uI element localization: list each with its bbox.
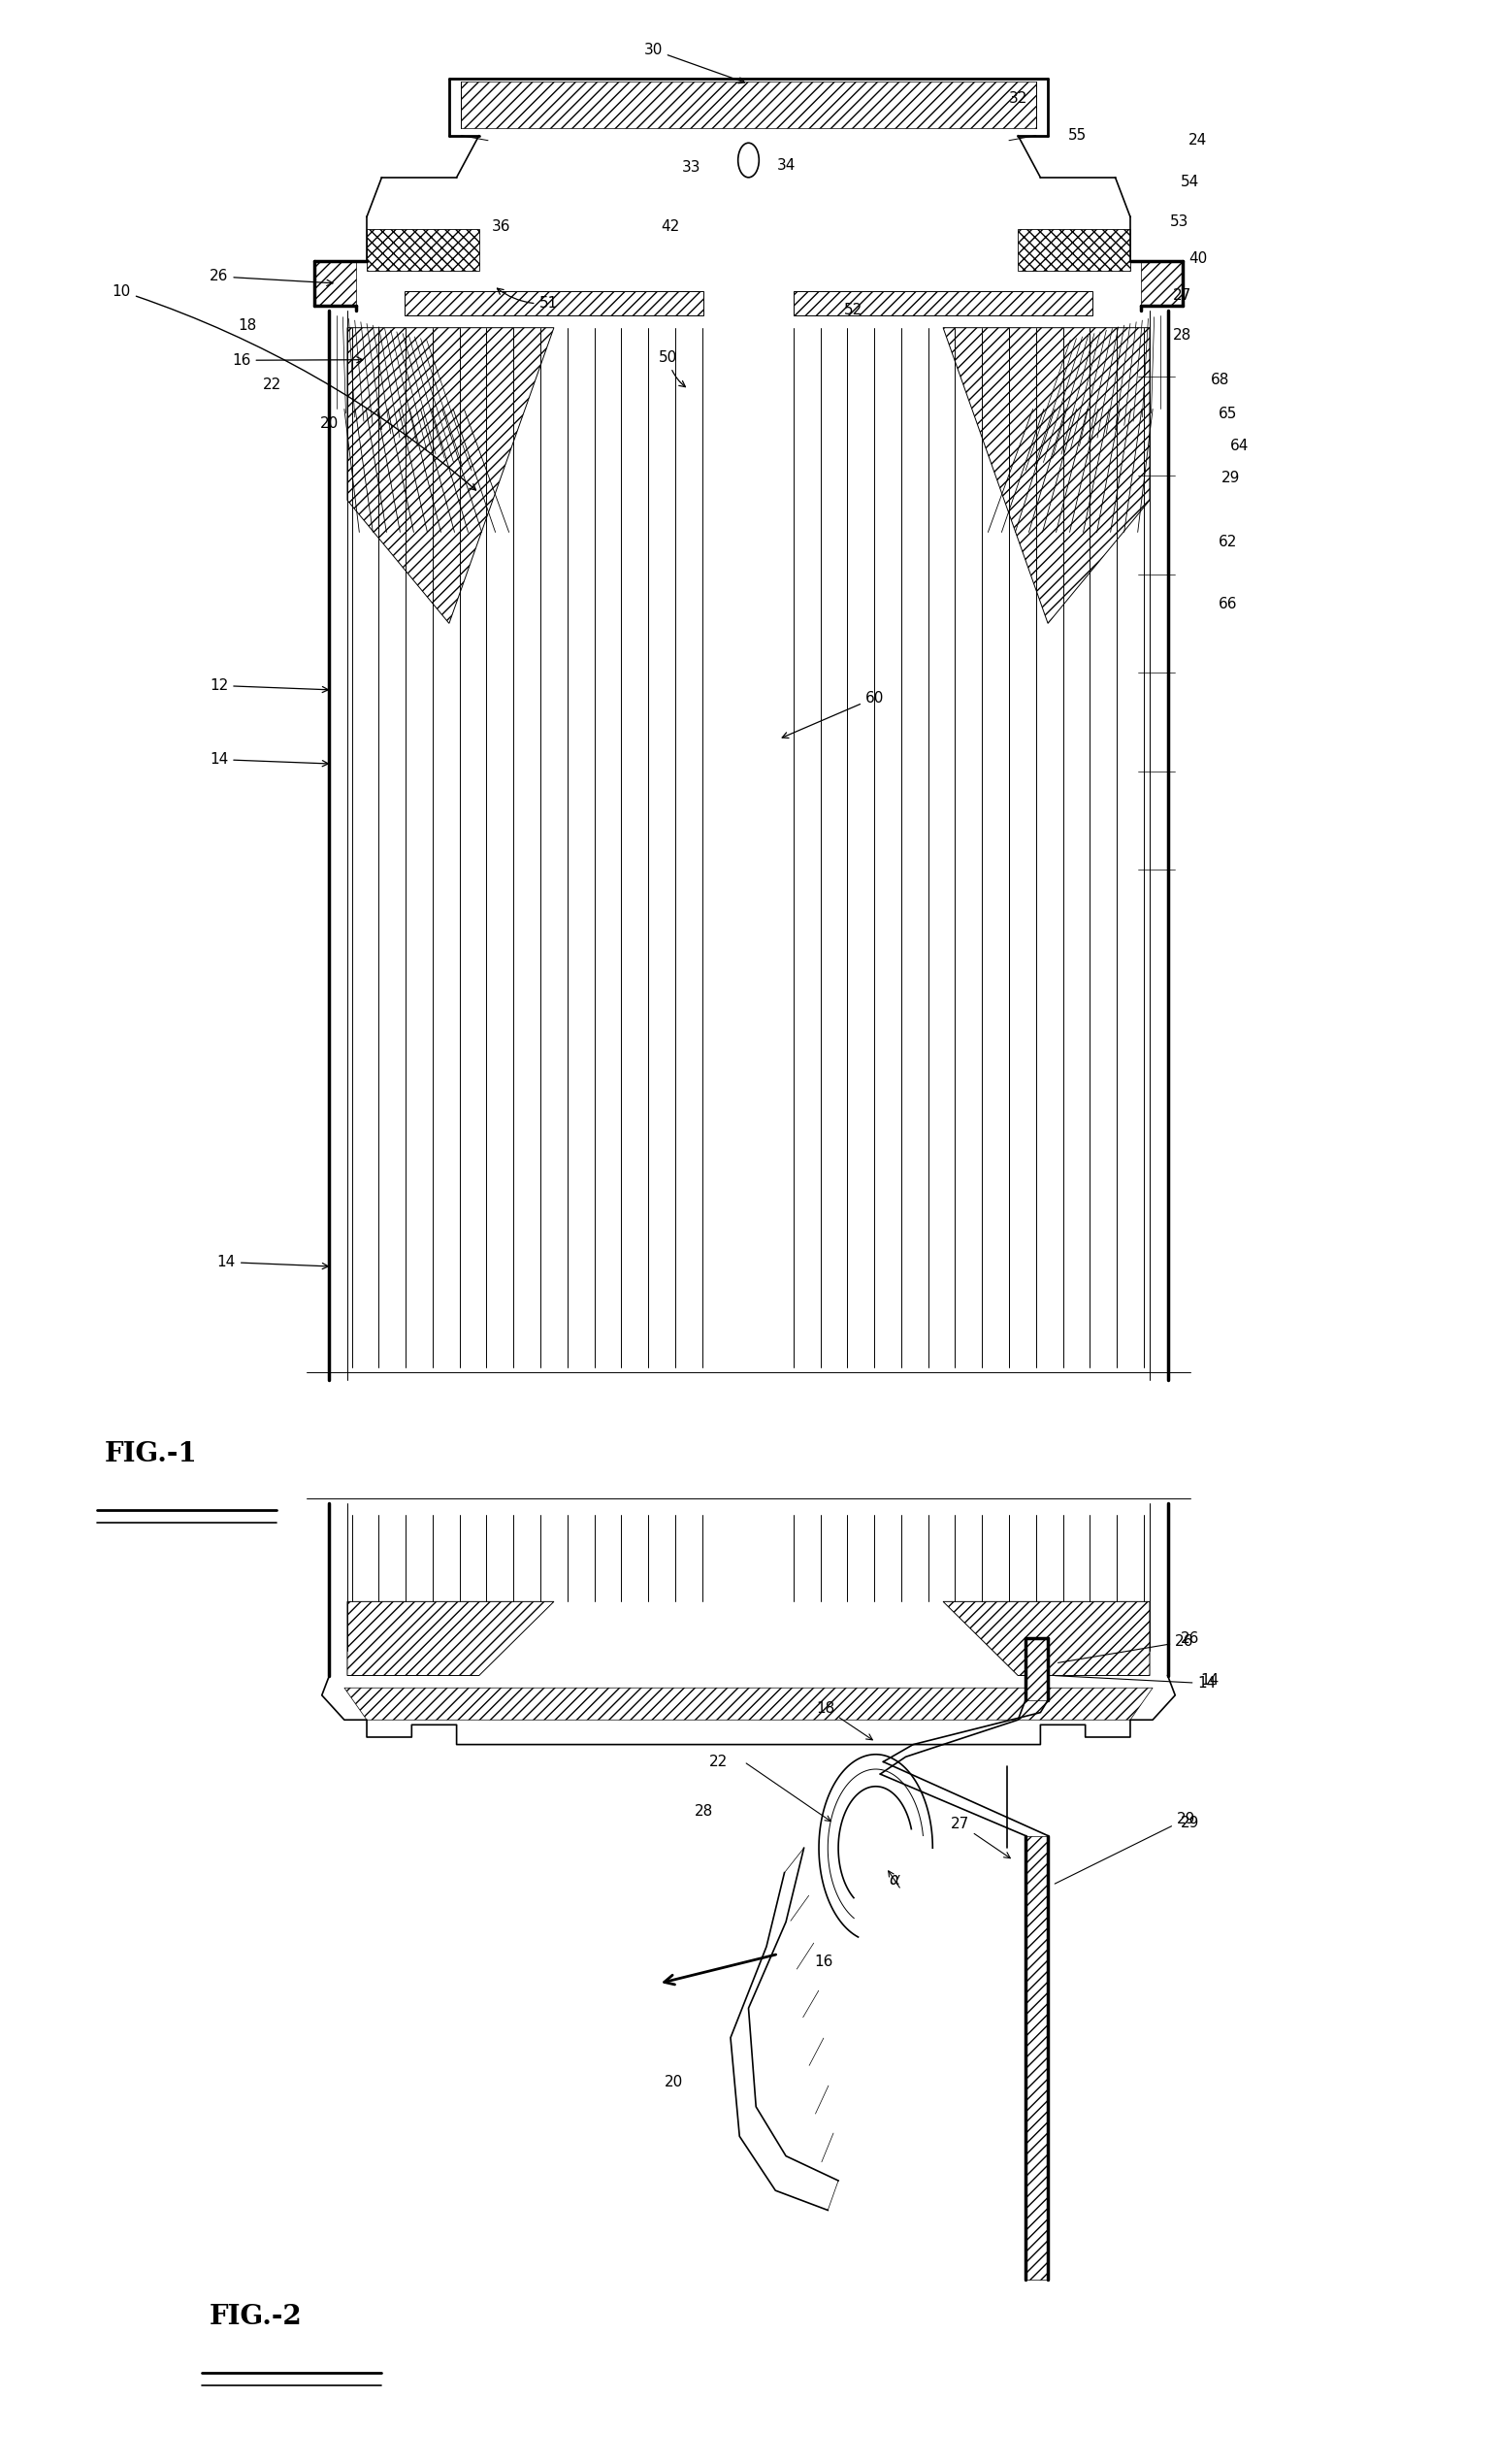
Bar [1018, 229, 1130, 271]
Text: 40: 40 [1189, 251, 1207, 266]
Bar [793, 291, 1093, 315]
Text: 22: 22 [710, 1754, 728, 1769]
Text: 32: 32 [1009, 91, 1027, 106]
Text: 29: 29 [1055, 1811, 1196, 1885]
Text: 12: 12 [210, 678, 328, 692]
Text: 29: 29 [1181, 1816, 1199, 1831]
Polygon shape [943, 328, 1150, 623]
Text: 53: 53 [1171, 214, 1189, 229]
Text: 14: 14 [1055, 1676, 1216, 1690]
Bar [1141, 261, 1183, 306]
Bar [367, 229, 479, 271]
Text: FIG.-2: FIG.-2 [210, 2304, 302, 2331]
Text: 16: 16 [814, 1954, 832, 1969]
Polygon shape [347, 328, 554, 623]
Text: 50: 50 [659, 350, 686, 387]
Polygon shape [943, 1602, 1150, 1676]
Text: 14: 14 [217, 1254, 328, 1269]
Text: 14: 14 [210, 752, 328, 766]
Text: 33: 33 [683, 160, 701, 175]
Text: 20: 20 [665, 2075, 683, 2089]
Bar [461, 81, 1036, 128]
Text: 18: 18 [238, 318, 256, 333]
Text: 51: 51 [497, 288, 557, 310]
Text: 18: 18 [816, 1700, 873, 1740]
Text: 55: 55 [1069, 128, 1087, 143]
Text: 26: 26 [210, 269, 332, 286]
Text: 30: 30 [644, 42, 744, 84]
Text: 22: 22 [263, 377, 281, 392]
Text: 29: 29 [1222, 471, 1240, 485]
Text: 68: 68 [1211, 372, 1229, 387]
Text: 54: 54 [1181, 175, 1199, 190]
Text: 14: 14 [1201, 1673, 1219, 1688]
Text: 34: 34 [777, 158, 795, 172]
Text: 66: 66 [1219, 596, 1237, 611]
Text: 64: 64 [1231, 439, 1248, 453]
Text: 42: 42 [662, 219, 680, 234]
Text: 28: 28 [1174, 328, 1192, 342]
Text: 65: 65 [1219, 407, 1237, 421]
Text: 28: 28 [695, 1804, 713, 1818]
Text: 26: 26 [1058, 1634, 1195, 1663]
Bar [1025, 1639, 1048, 1700]
Text: 24: 24 [1189, 133, 1207, 148]
Text: 27: 27 [951, 1816, 1010, 1858]
Bar [1025, 1836, 1048, 2279]
Text: 27: 27 [1174, 288, 1192, 303]
Text: 26: 26 [1181, 1631, 1199, 1646]
Text: 60: 60 [781, 690, 885, 739]
Text: 10: 10 [112, 283, 476, 490]
Text: 52: 52 [844, 303, 862, 318]
Bar [404, 291, 704, 315]
Bar [314, 261, 356, 306]
Polygon shape [347, 1602, 554, 1676]
Text: 62: 62 [1219, 535, 1237, 549]
Text: 20: 20 [320, 416, 338, 431]
Text: 36: 36 [493, 219, 510, 234]
Text: 16: 16 [232, 352, 362, 367]
Polygon shape [344, 1688, 1153, 1720]
Text: $\alpha$: $\alpha$ [889, 1870, 901, 1890]
Text: FIG.-1: FIG.-1 [105, 1441, 198, 1469]
